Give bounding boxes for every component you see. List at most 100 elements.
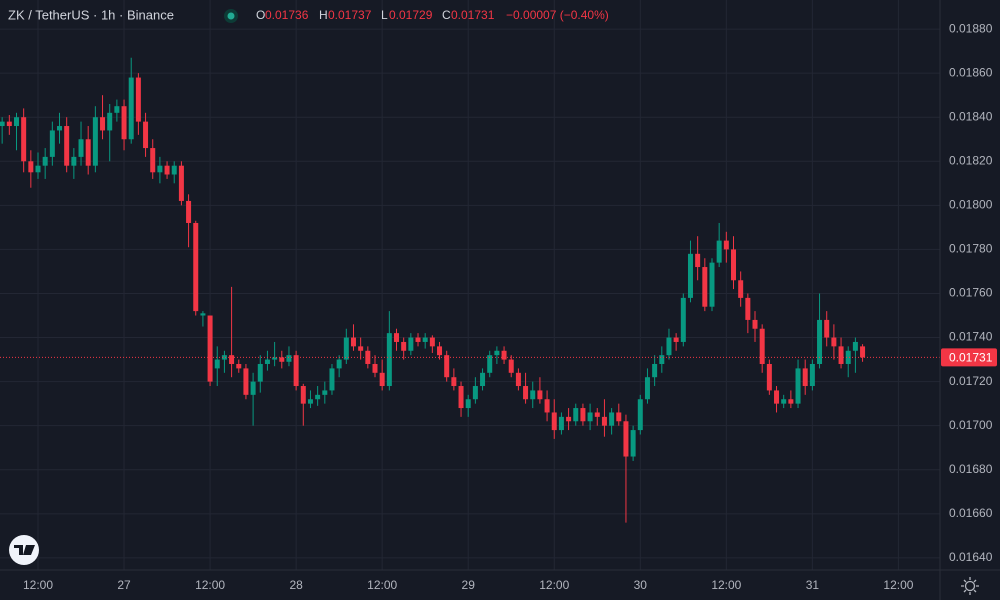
candle-body (508, 359, 514, 373)
settings-icon[interactable] (961, 577, 979, 595)
candle-body (437, 346, 443, 356)
candle-body (558, 416, 564, 431)
candle-body (257, 363, 263, 382)
y-tick-label: 0.01780 (949, 242, 993, 256)
y-tick-label: 0.01720 (949, 374, 993, 388)
candle-body (114, 106, 120, 113)
candle-body (135, 77, 141, 122)
candle-body (594, 412, 600, 417)
candle-body (207, 315, 213, 382)
candle-body (35, 165, 41, 173)
y-tick-label: 0.01820 (949, 153, 993, 167)
close-value: 0.01731 (451, 8, 495, 22)
sun-rays (961, 577, 979, 595)
candle-body (13, 117, 19, 127)
candle-body (630, 430, 636, 457)
symbol: ZK / TetherUS · 1h · Binance (8, 7, 174, 22)
candle-body (394, 333, 400, 342)
candle-body (372, 363, 378, 373)
x-tick-label: 12:00 (367, 578, 397, 592)
candle-body (279, 357, 285, 362)
logo-badge[interactable] (9, 535, 39, 565)
candle-body (0, 121, 5, 127)
candle-body (580, 408, 586, 422)
candle-body (530, 390, 536, 400)
candle-body (193, 222, 199, 312)
candle-body (100, 117, 106, 131)
candle-body (738, 280, 744, 298)
candle-body (501, 350, 507, 360)
candle-body (128, 77, 134, 140)
candle-body (745, 297, 751, 320)
candle-body (666, 337, 672, 356)
low-label: L (381, 8, 388, 22)
x-tick-label: 12:00 (711, 578, 741, 592)
candle-body (422, 337, 428, 342)
x-tick-label: 28 (289, 578, 303, 592)
candle-body (759, 328, 765, 364)
y-tick-label: 0.01880 (949, 21, 993, 35)
candle-body (322, 390, 328, 395)
y-tick-label: 0.01740 (949, 330, 993, 344)
low-value: 0.01729 (389, 8, 433, 22)
candle-body (350, 337, 356, 347)
logo[interactable] (9, 535, 39, 565)
x-tick-label: 12:00 (195, 578, 225, 592)
candle-body (157, 165, 163, 173)
x-tick-label: 29 (462, 578, 476, 592)
candle-body (315, 394, 321, 400)
candle-body (379, 372, 385, 387)
candle-body (609, 412, 615, 426)
candle-body (465, 399, 471, 409)
last-price-tag (941, 348, 997, 367)
candle-body (774, 390, 780, 404)
candle-body (42, 156, 48, 166)
candle-body (85, 139, 91, 166)
x-tick-label: 31 (806, 578, 820, 592)
candle-body (243, 368, 249, 395)
candle-body (293, 355, 299, 387)
candle-body (6, 121, 12, 127)
candle-body (752, 319, 758, 329)
candle-body (150, 148, 156, 173)
logo-mark (14, 545, 35, 555)
candle-body (264, 359, 270, 364)
candle-body (566, 416, 572, 422)
y-tick-label: 0.01760 (949, 286, 993, 300)
candle-body (415, 337, 421, 342)
open-value: 0.01736 (265, 8, 309, 22)
status-dot (227, 12, 235, 20)
candle-body (551, 412, 557, 431)
x-tick-label: 30 (634, 578, 648, 592)
last-price-label: 0.01731 (949, 351, 993, 365)
candle-body (515, 372, 521, 387)
candle-body (601, 416, 607, 426)
candle-body (788, 399, 794, 404)
candle-body (523, 386, 529, 400)
candle-body (673, 337, 679, 342)
y-tick-label: 0.01840 (949, 109, 993, 123)
candle-body (200, 313, 206, 316)
candle-body (781, 399, 787, 404)
candle-body (164, 165, 170, 175)
sun-icon[interactable] (964, 580, 976, 592)
x-tick-label: 12:00 (23, 578, 53, 592)
high-value: 0.01737 (328, 8, 372, 22)
candle-body (329, 368, 335, 391)
candle-body (214, 359, 220, 369)
x-tick-label: 27 (117, 578, 131, 592)
candle-body (723, 240, 729, 250)
candle-body (652, 363, 658, 378)
candle-body (623, 421, 629, 457)
close-label: C (442, 8, 451, 22)
candle-body (709, 262, 715, 307)
candle-body (731, 249, 737, 281)
candle-body (21, 117, 27, 162)
candle-body (408, 337, 414, 351)
grid (0, 0, 940, 570)
candle-body (472, 386, 478, 400)
candle-body (401, 341, 407, 351)
candle-body (250, 381, 256, 395)
